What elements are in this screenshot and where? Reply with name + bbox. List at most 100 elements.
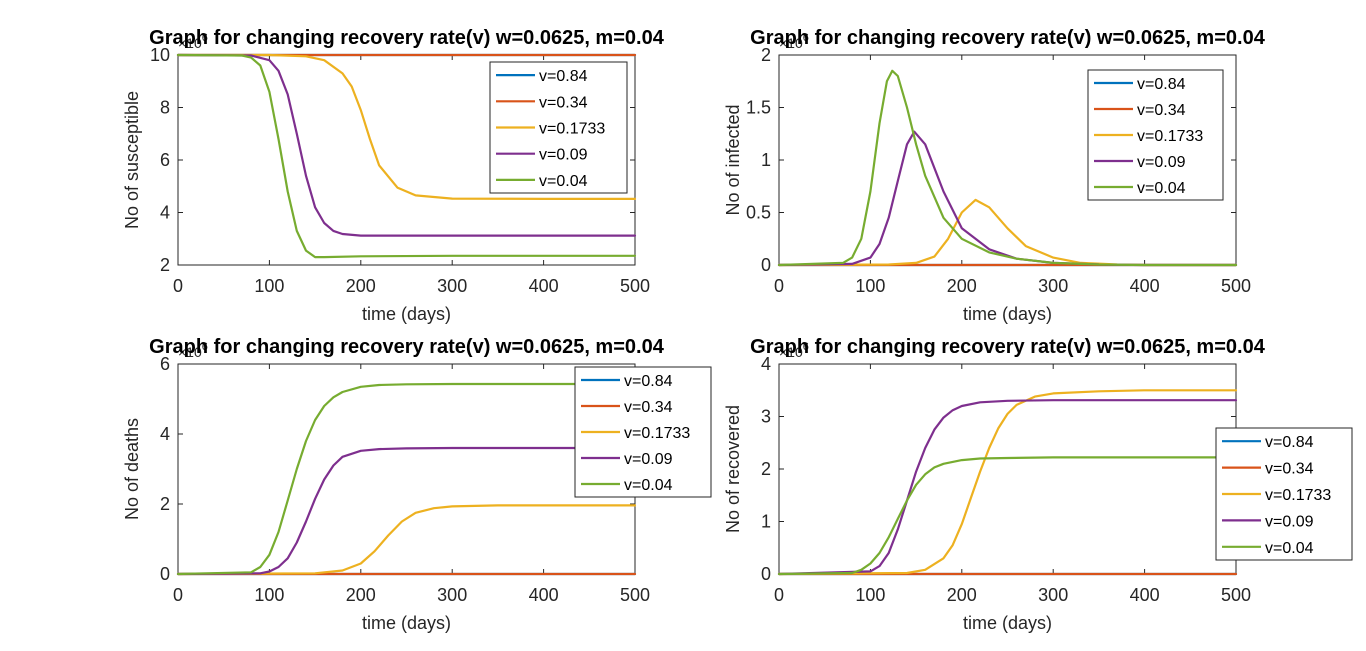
legend-label: v=0.34 [1265,461,1314,478]
y-tick-label: 4 [160,203,170,223]
y-tick-label: 2 [160,494,170,514]
x-tick-label: 300 [437,585,467,605]
legend-label: v=0.34 [539,94,588,111]
x-axis-label: time (days) [362,304,451,324]
x-tick-label: 500 [1221,276,1251,296]
chart-title: Graph for changing recovery rate(v) w=0.… [750,336,1266,358]
y-tick-label: 4 [160,424,170,444]
x-tick-label: 300 [1038,585,1068,605]
legend-label: v=0.84 [1137,76,1186,93]
legend-label: v=0.1733 [539,121,605,138]
x-tick-label: 200 [947,276,977,296]
y-tick-label: 1 [761,512,771,532]
axis-exponent-power: 6 [202,32,208,44]
legend-label: v=0.84 [1265,434,1314,451]
x-tick-label: 0 [173,276,183,296]
axis-exponent-label: ×106 [779,32,809,51]
chart-title: Graph for changing recovery rate(v) w=0.… [149,336,665,358]
y-tick-label: 0 [761,564,771,584]
x-axis-label: time (days) [963,304,1052,324]
axis-exponent-power: 6 [803,341,809,353]
x-tick-label: 0 [173,585,183,605]
legend-label: v=0.09 [539,147,588,164]
legend-label: v=0.34 [624,399,673,416]
y-tick-label: 3 [761,407,771,427]
series-line-v=0.09 [777,399,1238,576]
legend-label: v=0.09 [624,451,673,468]
y-tick-label: 2 [160,255,170,275]
series-line-v=0.04 [176,53,637,259]
y-tick-label: 1 [761,150,771,170]
y-axis-label: No of recovered [723,405,743,533]
axis-exponent-label: ×106 [178,32,208,51]
y-tick-label: 1.5 [746,98,771,118]
series-line-v=0.1733 [176,53,637,200]
legend: v=0.84 v=0.34 v=0.1733 v=0.09 v=0.04 [1215,427,1353,561]
x-tick-label: 0 [774,585,784,605]
y-tick-label: 0 [761,255,771,275]
x-tick-label: 400 [529,276,559,296]
legend: v=0.84 v=0.34 v=0.1733 v=0.09 v=0.04 [574,366,712,498]
x-tick-label: 100 [254,585,284,605]
axes-box [177,363,636,575]
series-line-v=0.09 [176,446,637,576]
x-tick-label: 400 [529,585,559,605]
y-axis-label: No of infected [723,104,743,215]
y-tick-label: 6 [160,354,170,374]
x-tick-label: 200 [947,585,977,605]
y-axis-label: No of susceptible [122,91,142,229]
legend: v=0.84 v=0.34 v=0.1733 v=0.09 v=0.04 [1087,69,1224,201]
axis-exponent-label: ×106 [178,341,208,360]
x-tick-label: 200 [346,585,376,605]
x-axis-label: time (days) [362,613,451,633]
y-tick-label: 0 [160,564,170,584]
series-line-v=0.1733 [176,504,637,576]
y-tick-label: 0.5 [746,203,771,223]
x-tick-label: 200 [346,276,376,296]
axis-exponent-power: 6 [803,32,809,44]
series-line-v=0.1733 [777,389,1238,576]
series-line-v=0.04 [777,69,1238,267]
x-tick-label: 300 [437,276,467,296]
x-axis-label: time (days) [963,613,1052,633]
y-tick-label: 8 [160,98,170,118]
y-tick-label: 2 [761,45,771,65]
x-tick-label: 400 [1130,276,1160,296]
legend-label: v=0.1733 [1137,128,1203,145]
legend-label: v=0.1733 [624,425,690,442]
legend-label: v=0.09 [1265,513,1314,530]
x-tick-label: 500 [620,585,650,605]
legend: v=0.84 v=0.34 v=0.1733 v=0.09 v=0.04 [489,61,628,194]
chart-title: Graph for changing recovery rate(v) w=0.… [149,27,665,49]
legend-label: v=0.84 [539,68,588,85]
axes-box [778,363,1237,575]
series-line-v=0.04 [176,382,637,576]
x-tick-label: 0 [774,276,784,296]
y-axis-label: No of deaths [122,418,142,520]
x-tick-label: 300 [1038,276,1068,296]
y-tick-label: 10 [150,45,170,65]
legend-label: v=0.04 [1265,540,1314,557]
axis-exponent-label: ×106 [779,341,809,360]
legend-label: v=0.04 [1137,180,1186,197]
x-tick-label: 100 [855,585,885,605]
y-tick-label: 6 [160,150,170,170]
series-line-v=0.04 [777,456,1238,576]
legend-label: v=0.04 [624,477,673,494]
y-tick-label: 2 [761,459,771,479]
x-tick-label: 100 [254,276,284,296]
legend-label: v=0.84 [624,373,673,390]
x-tick-label: 100 [855,276,885,296]
x-tick-label: 500 [1221,585,1251,605]
x-tick-label: 500 [620,276,650,296]
legend-label: v=0.34 [1137,102,1186,119]
series-line-v=0.09 [176,53,637,237]
chart-title: Graph for changing recovery rate(v) w=0.… [750,27,1266,49]
legend-label: v=0.04 [539,173,588,190]
legend-label: v=0.1733 [1265,487,1331,504]
